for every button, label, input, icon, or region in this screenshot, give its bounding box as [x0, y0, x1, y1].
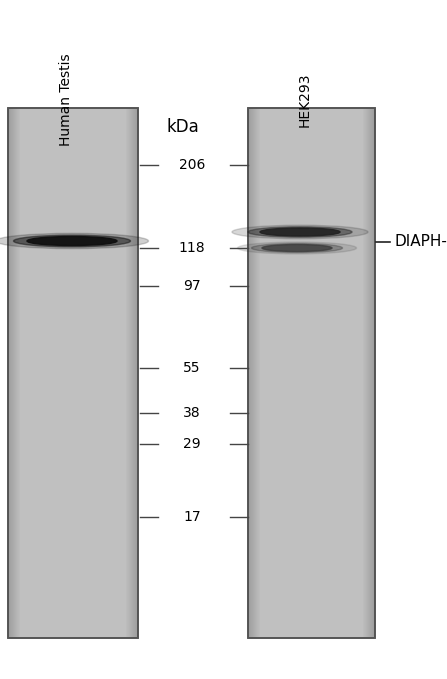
Bar [8, 108, 138, 638]
Text: Human Testis: Human Testis [59, 54, 73, 146]
Text: 17: 17 [183, 510, 201, 524]
Bar [136, 108, 137, 638]
Bar [256, 108, 257, 638]
Bar [10, 108, 11, 638]
Text: 97: 97 [183, 279, 201, 293]
Bar [133, 108, 134, 638]
Bar [254, 108, 255, 638]
Bar [371, 108, 372, 638]
Bar [258, 108, 259, 638]
Bar [132, 108, 133, 638]
Bar [255, 108, 256, 638]
Bar [253, 108, 254, 638]
Bar [249, 108, 250, 638]
Bar [13, 108, 14, 638]
Bar [373, 108, 374, 638]
Bar [248, 108, 375, 638]
Text: 118: 118 [179, 241, 205, 255]
Bar [8, 108, 9, 638]
Bar [9, 108, 10, 638]
Ellipse shape [262, 244, 332, 251]
Bar [366, 108, 367, 638]
Ellipse shape [252, 244, 342, 253]
Bar [363, 108, 364, 638]
Text: HEK293: HEK293 [298, 73, 312, 127]
Bar [19, 108, 20, 638]
Bar [364, 108, 365, 638]
Bar [11, 108, 12, 638]
Text: 206: 206 [179, 158, 205, 172]
Bar [137, 108, 138, 638]
Bar [248, 108, 249, 638]
Bar [130, 108, 131, 638]
Bar [370, 108, 371, 638]
Bar [250, 108, 251, 638]
Bar [131, 108, 132, 638]
Ellipse shape [248, 227, 352, 237]
Bar [374, 108, 375, 638]
Bar [17, 108, 18, 638]
Bar [127, 108, 128, 638]
Bar [367, 108, 368, 638]
Ellipse shape [260, 228, 340, 236]
Text: DIAPH-2: DIAPH-2 [395, 234, 447, 249]
Ellipse shape [0, 234, 148, 249]
Bar [12, 108, 13, 638]
Bar [251, 108, 252, 638]
Ellipse shape [27, 236, 117, 246]
Bar [15, 108, 16, 638]
Bar [18, 108, 19, 638]
Text: 38: 38 [183, 406, 201, 420]
Bar [368, 108, 369, 638]
Bar [257, 108, 258, 638]
Ellipse shape [232, 225, 368, 239]
Bar [369, 108, 370, 638]
Bar [248, 108, 375, 638]
Bar [372, 108, 373, 638]
Ellipse shape [237, 242, 357, 254]
Bar [16, 108, 17, 638]
Bar [252, 108, 253, 638]
Bar [126, 108, 127, 638]
Bar [129, 108, 130, 638]
Bar [134, 108, 135, 638]
Ellipse shape [13, 235, 131, 247]
Text: 29: 29 [183, 437, 201, 451]
Bar [128, 108, 129, 638]
Bar [8, 108, 138, 638]
Bar [259, 108, 260, 638]
Text: kDa: kDa [167, 118, 199, 136]
Bar [365, 108, 366, 638]
Bar [135, 108, 136, 638]
Text: 55: 55 [183, 361, 201, 375]
Bar [14, 108, 15, 638]
